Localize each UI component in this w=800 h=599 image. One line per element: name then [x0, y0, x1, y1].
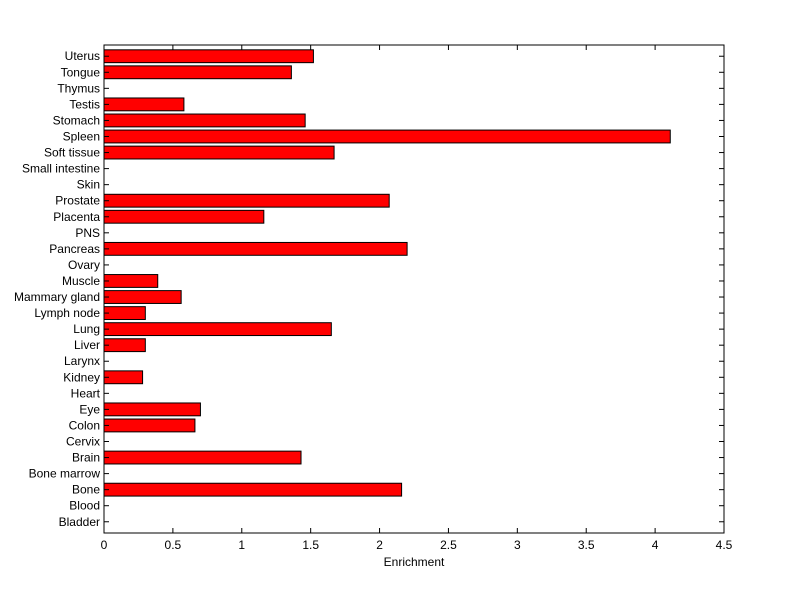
y-tick-label: Uterus — [65, 49, 100, 63]
y-tick-label: Heart — [71, 386, 101, 400]
x-tick-label: 0 — [101, 538, 108, 552]
bar-lymph-node — [103, 306, 146, 321]
y-tick-label: Bladder — [59, 515, 100, 529]
x-tick-label: 4 — [652, 538, 659, 552]
y-tick-label: Liver — [74, 338, 100, 352]
bar-kidney — [103, 370, 144, 385]
y-tick-label: Testis — [69, 97, 100, 111]
bar-soft-tissue — [103, 145, 335, 160]
y-tick-label: Mammary gland — [14, 290, 100, 304]
y-tick-label: Spleen — [63, 130, 100, 144]
bar-prostate — [103, 193, 390, 208]
bar-testis — [103, 97, 185, 112]
y-tick-label: Placenta — [53, 210, 100, 224]
y-tick-label: Thymus — [57, 81, 100, 95]
y-tick-label: Soft tissue — [44, 146, 100, 160]
y-ticks-group: Uterus Tongue Thymus Testis Stomach Spleen Sof… — [14, 49, 724, 529]
bar-muscle — [103, 274, 159, 288]
plot-frame — [103, 44, 725, 534]
y-tick-label: Colon — [69, 418, 100, 432]
bar-eye — [103, 402, 201, 417]
y-tick-label: Larynx — [64, 354, 100, 368]
bar-colon — [103, 418, 196, 433]
y-tick-label: Ovary — [68, 258, 100, 272]
bar-stomach — [103, 113, 306, 128]
x-tick-label: 0.5 — [165, 538, 182, 552]
y-tick-label: Prostate — [55, 194, 100, 208]
bar-lung — [103, 322, 332, 337]
bar-pancreas — [103, 241, 408, 256]
y-tick-label: Skin — [77, 178, 100, 192]
bar-mammary-gland — [103, 290, 182, 304]
x-tick-label: 3 — [514, 538, 521, 552]
y-tick-label: Tongue — [61, 65, 101, 79]
x-tick-label: 4.5 — [716, 538, 733, 552]
bar-tongue — [103, 65, 292, 80]
bars-group — [103, 49, 671, 497]
x-tick-label: 2.5 — [440, 538, 457, 552]
y-tick-label: Kidney — [63, 370, 100, 384]
y-tick-label: Bone — [72, 483, 100, 497]
y-tick-label: Eye — [79, 402, 100, 416]
x-tick-label: 2 — [376, 538, 383, 552]
y-tick-label: Pancreas — [49, 242, 100, 256]
y-tick-label: Stomach — [53, 113, 100, 127]
x-tick-label: 1 — [238, 538, 245, 552]
y-tick-label: PNS — [75, 226, 100, 240]
y-tick-label: Small intestine — [22, 162, 100, 176]
y-tick-label: Lung — [73, 322, 100, 336]
y-tick-label: Lymph node — [34, 306, 100, 320]
bar-brain — [103, 450, 302, 465]
bar-liver — [103, 338, 146, 353]
x-axis-label: Enrichment — [384, 555, 445, 569]
y-tick-label: Bone marrow — [29, 467, 101, 481]
bar-spleen — [103, 129, 671, 144]
bar-bone — [103, 482, 403, 497]
y-tick-label: Blood — [69, 499, 100, 513]
y-tick-label: Muscle — [62, 274, 100, 288]
y-tick-label: Brain — [72, 451, 100, 465]
bar-placenta — [103, 209, 265, 224]
x-tick-label: 1.5 — [302, 538, 319, 552]
bar-uterus — [103, 49, 314, 64]
y-tick-label: Cervix — [66, 435, 100, 449]
x-tick-label: 3.5 — [578, 538, 595, 552]
